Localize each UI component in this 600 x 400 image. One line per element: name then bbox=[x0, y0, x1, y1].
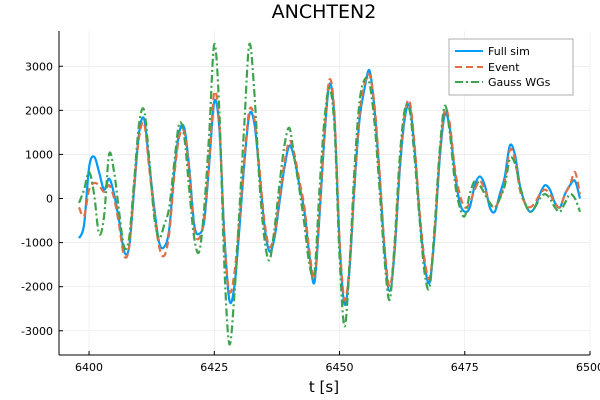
x-tick-label: 6400 bbox=[75, 361, 103, 374]
y-tick-label: 1000 bbox=[25, 148, 53, 161]
x-tick-label: 6425 bbox=[200, 361, 228, 374]
x-axis-title: t [s] bbox=[309, 378, 339, 396]
y-tick-label: -1000 bbox=[21, 237, 53, 250]
legend: Full sim Event Gauss WGs bbox=[448, 38, 574, 96]
chart-title: ANCHTEN2 bbox=[272, 1, 377, 23]
y-ticks: -3000 -2000 -1000 0 1000 2000 3000 bbox=[21, 60, 63, 338]
x-tick-label: 6500 bbox=[576, 361, 600, 374]
legend-label-full-sim: Full sim bbox=[488, 45, 530, 58]
series-lines bbox=[78, 42, 582, 346]
x-ticks: 6400 6425 6450 6475 6500 bbox=[75, 351, 600, 374]
x-tick-label: 6475 bbox=[451, 361, 479, 374]
series-line-full-sim bbox=[78, 68, 582, 306]
y-tick-label: -2000 bbox=[21, 281, 53, 294]
y-tick-label: 2000 bbox=[25, 104, 53, 117]
y-tick-label: -3000 bbox=[21, 325, 53, 338]
axes bbox=[58, 31, 590, 356]
y-tick-label: 0 bbox=[46, 193, 53, 206]
legend-label-gauss-wgs: Gauss WGs bbox=[488, 76, 551, 89]
legend-label-event: Event bbox=[488, 61, 520, 74]
x-tick-label: 6450 bbox=[326, 361, 354, 374]
series-line-event bbox=[78, 72, 582, 302]
y-tick-label: 3000 bbox=[25, 60, 53, 73]
